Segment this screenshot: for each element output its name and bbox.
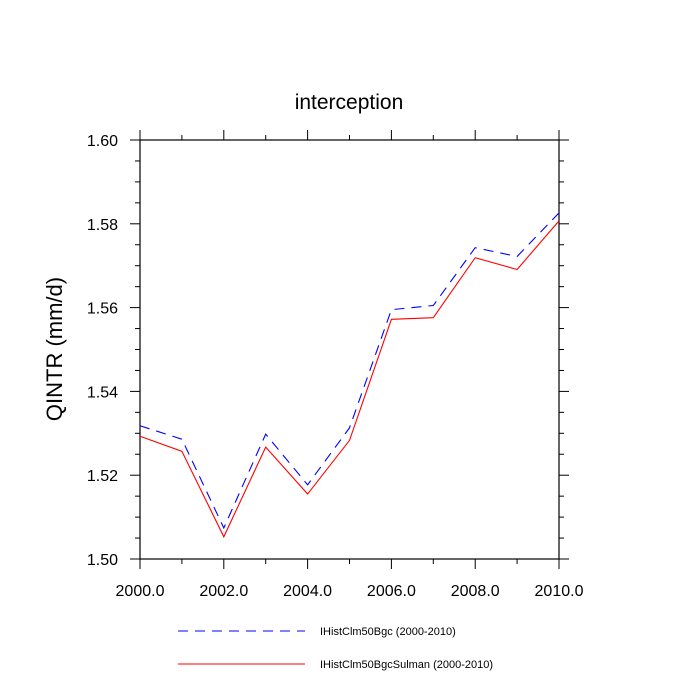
x-tick-label: 2010.0 xyxy=(535,583,584,600)
y-tick-label: 1.58 xyxy=(87,217,118,234)
y-tick-label: 1.52 xyxy=(87,468,118,485)
y-axis-label: QINTR (mm/d) xyxy=(42,277,67,421)
chart-title: interception xyxy=(295,91,404,114)
x-tick-label: 2004.0 xyxy=(283,583,332,600)
legend-label-2: IHistClm50BgcSulman (2000-2010) xyxy=(320,659,493,671)
x-tick-label: 2000.0 xyxy=(116,583,165,600)
y-tick-label: 1.60 xyxy=(87,133,118,150)
y-tick-label: 1.54 xyxy=(87,384,118,401)
series-line-1 xyxy=(139,212,560,530)
y-tick-label: 1.50 xyxy=(87,552,118,569)
plot-area: 2000.0 2002.0 2004.0 2006.0 2008.0 2010.0 1.50… xyxy=(87,130,584,600)
x-tick-label: 2008.0 xyxy=(451,583,500,600)
x-tick-label: 2006.0 xyxy=(367,583,416,600)
y-tick-label: 1.56 xyxy=(87,301,118,318)
legend: IHistClm50Bgc (2000-2010) IHistClm50BgcSu… xyxy=(178,626,493,671)
plot-frame xyxy=(139,139,560,560)
series-line-2 xyxy=(139,220,560,539)
legend-label-1: IHistClm50Bgc (2000-2010) xyxy=(320,626,456,638)
x-tick-label: 2002.0 xyxy=(199,583,248,600)
